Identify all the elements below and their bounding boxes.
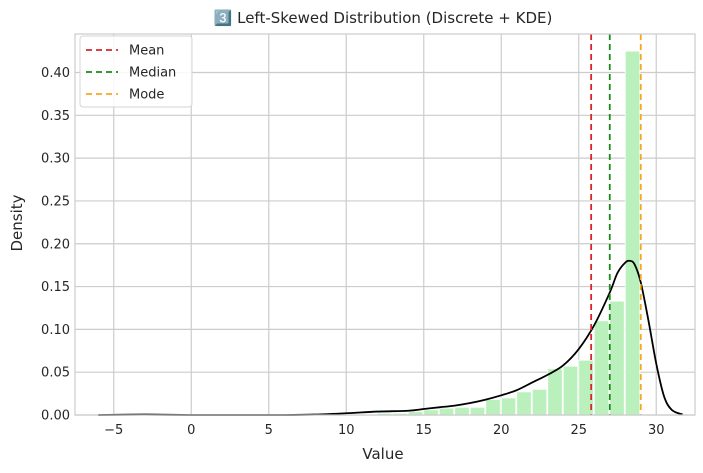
grid	[75, 34, 695, 416]
x-axis-label: Value	[362, 445, 403, 463]
y-tick-label: 0.05	[41, 366, 70, 381]
histogram-bar	[593, 320, 610, 416]
y-tick-label: 0.20	[41, 237, 70, 252]
x-tick-label: 10	[338, 423, 355, 438]
legend-label-mean: Mean	[129, 44, 164, 59]
histogram-bar	[609, 300, 625, 416]
y-tick-label: 0.40	[41, 66, 70, 81]
histogram-bar	[562, 365, 579, 416]
chart-title: 3️⃣ Left-Skewed Distribution (Discrete +…	[214, 9, 553, 27]
histogram-bar	[423, 409, 439, 416]
histogram-bar	[500, 397, 517, 416]
x-tick-label: 5	[265, 423, 273, 438]
histogram-bar	[624, 50, 641, 416]
legend-label-median: Median	[129, 66, 176, 81]
y-tick-label: 0.10	[41, 323, 70, 338]
y-tick-label: 0.25	[41, 194, 70, 209]
legend: Mean Median Mode	[79, 35, 193, 108]
plot-frame	[74, 33, 696, 416]
histogram-bar	[547, 368, 563, 416]
y-axis-label: Density	[8, 194, 26, 251]
x-tick-label: 15	[415, 423, 432, 438]
histogram-bar	[438, 407, 455, 416]
x-tick-label: 20	[493, 423, 510, 438]
histogram-bar	[531, 388, 548, 416]
x-tick-label: −5	[104, 423, 123, 438]
x-tick-label: 0	[187, 423, 195, 438]
reference-lines	[590, 34, 642, 415]
x-ticks: −5 0 5 10 15 20 25 30	[104, 423, 664, 438]
x-tick-label: 25	[570, 423, 587, 438]
histogram-bar	[485, 399, 501, 416]
histogram-bar	[516, 391, 532, 416]
y-tick-label: 0.00	[41, 409, 70, 424]
y-tick-label: 0.15	[41, 280, 70, 295]
legend-box	[79, 35, 193, 108]
legend-label-mode: Mode	[129, 88, 164, 103]
y-tick-label: 0.35	[41, 109, 70, 124]
y-ticks: 0.00 0.05 0.10 0.15 0.20 0.25 0.30 0.35 0.40	[41, 66, 70, 423]
y-tick-label: 0.30	[41, 152, 70, 167]
histogram-bar	[469, 406, 486, 416]
x-tick-label: 30	[648, 423, 665, 438]
histogram-bar	[454, 406, 470, 416]
